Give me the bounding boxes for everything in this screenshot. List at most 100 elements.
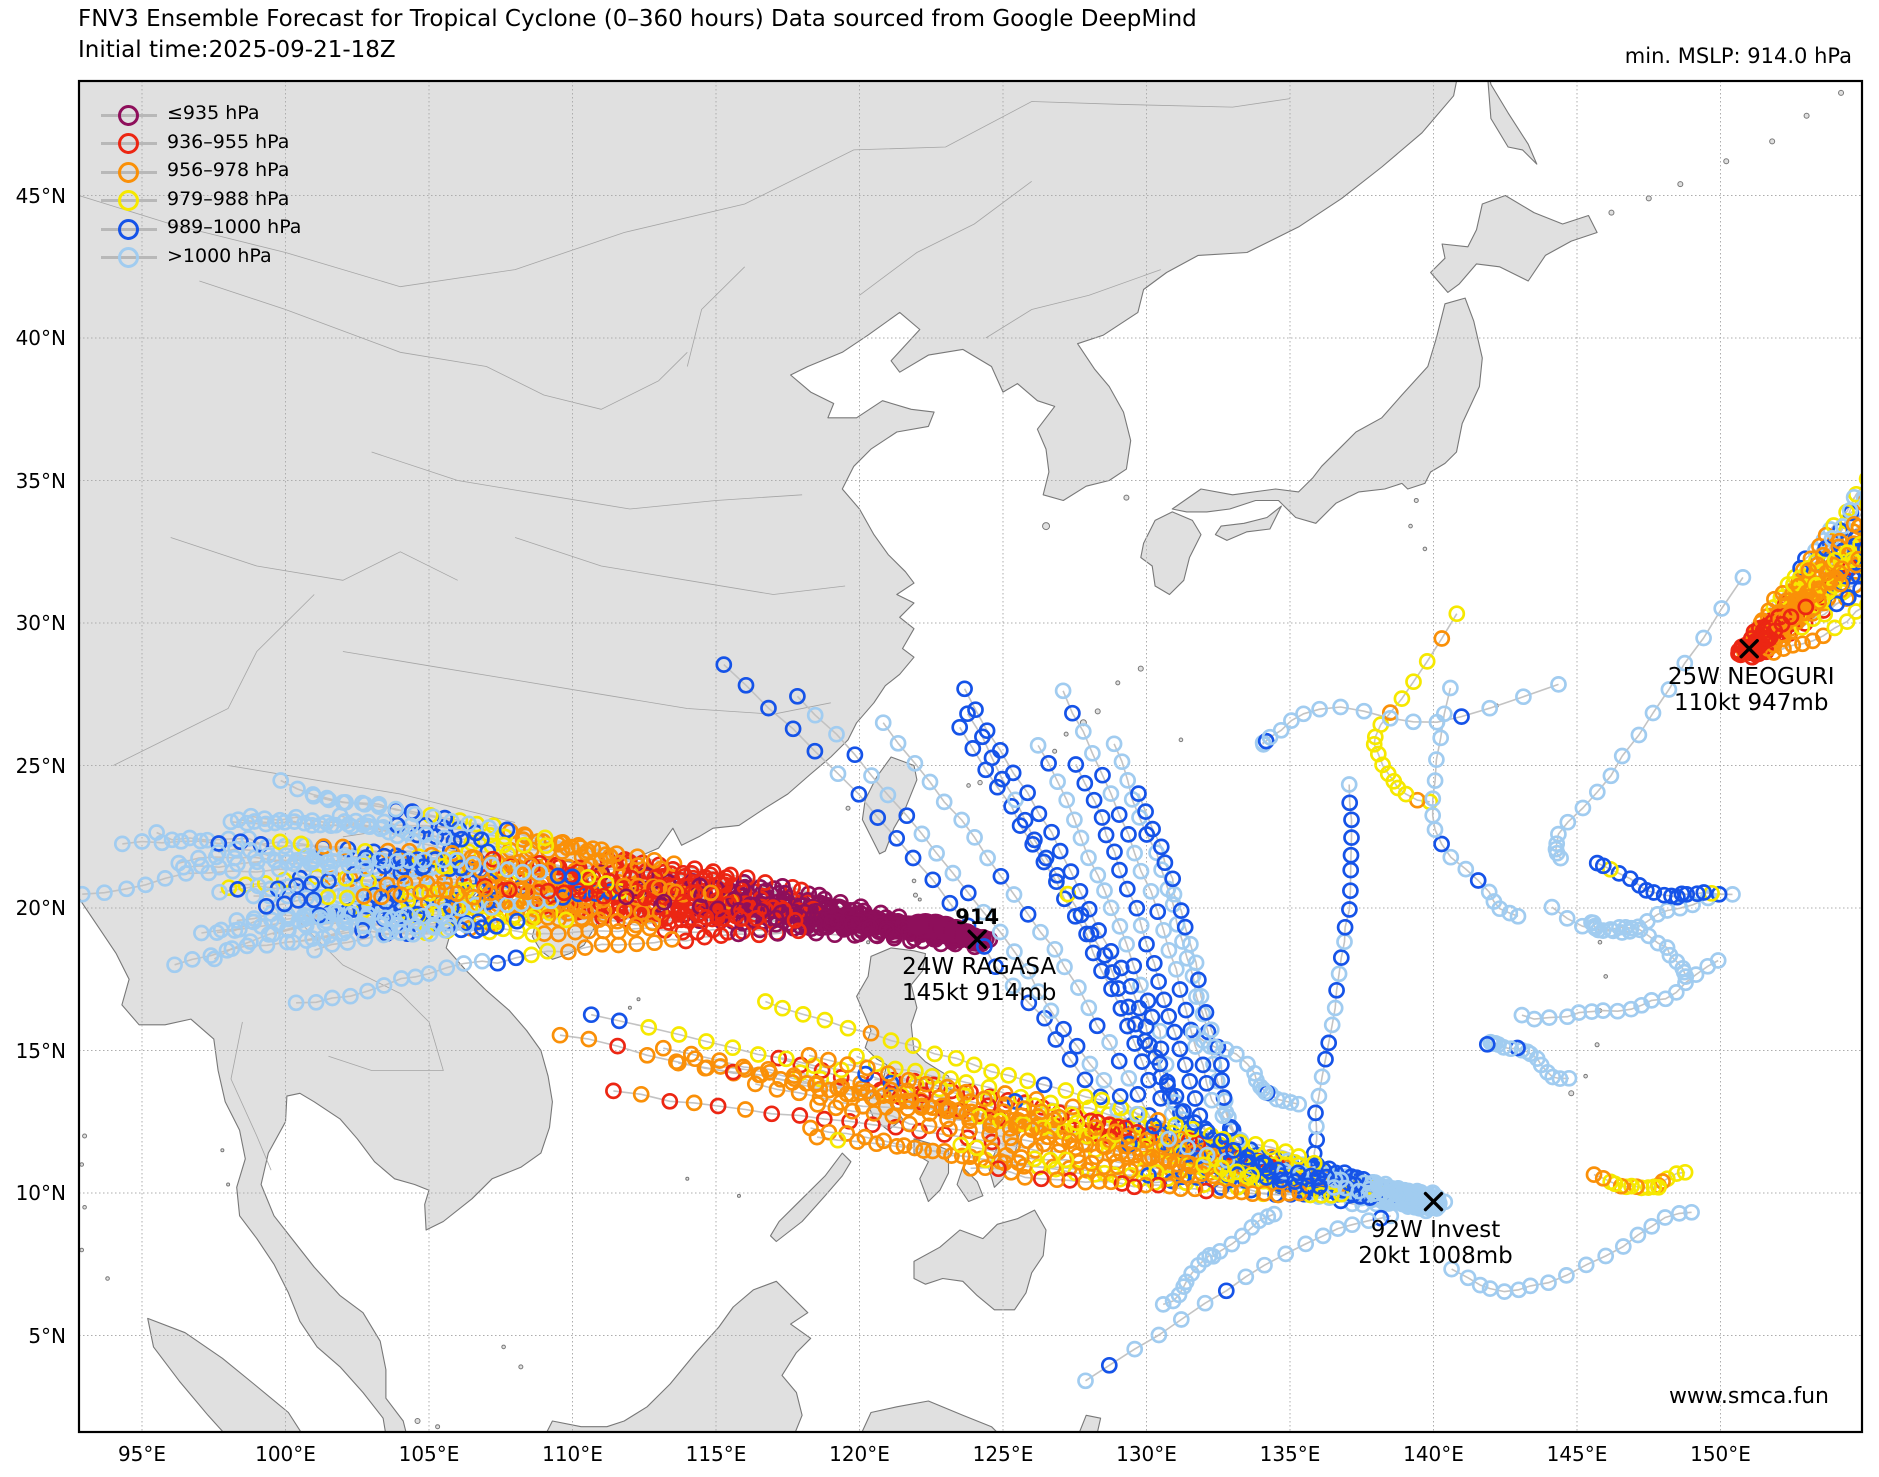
ensemble-point xyxy=(1247,1135,1264,1153)
ensemble-point xyxy=(1515,688,1532,706)
ensemble-point xyxy=(1141,1036,1158,1054)
admin-border-line xyxy=(514,537,846,595)
ensemble-point xyxy=(1559,813,1577,831)
ensemble-point xyxy=(1457,860,1475,878)
ensemble-point xyxy=(1850,518,1862,536)
ensemble-point xyxy=(260,926,278,943)
ensemble-point xyxy=(1381,709,1399,727)
ensemble-point xyxy=(1019,906,1037,923)
ensemble-point xyxy=(1102,785,1120,802)
ensemble-point xyxy=(832,1094,850,1111)
ensemble-point xyxy=(361,818,379,836)
ensemble-point xyxy=(1020,994,1038,1012)
coastline-polygon xyxy=(1078,1414,1102,1432)
ensemble-point xyxy=(1239,1149,1256,1166)
ensemble-point xyxy=(1164,1292,1182,1310)
island-speck xyxy=(627,1005,632,1010)
storm-annotation-line: 20kt 1008mb xyxy=(1358,1242,1513,1269)
ensemble-point xyxy=(1234,1227,1251,1245)
ensemble-point xyxy=(952,1136,970,1154)
ensemble-point xyxy=(1341,794,1359,812)
island-speck xyxy=(1594,1042,1600,1048)
coastline-polygon xyxy=(1171,297,1483,524)
ensemble-point xyxy=(735,1058,752,1076)
ensemble-point xyxy=(947,1049,965,1067)
ensemble-point xyxy=(1100,1356,1118,1374)
ensemble-point xyxy=(1137,803,1154,820)
ensemble-point xyxy=(220,879,238,897)
ensemble-point xyxy=(1480,883,1498,901)
ensemble-point xyxy=(1078,1127,1096,1145)
ensemble-point xyxy=(1442,679,1459,697)
ensemble-point xyxy=(746,1075,764,1093)
ensemble-point xyxy=(359,982,376,1000)
ensemble-point xyxy=(1166,1094,1184,1111)
ensemble-point xyxy=(1190,971,1207,989)
ensemble-point xyxy=(1217,1282,1235,1300)
min-mslp-readout: min. MSLP: 914.0 hPa xyxy=(1624,44,1852,68)
ensemble-point xyxy=(1453,708,1470,725)
ensemble-point xyxy=(1096,882,1113,899)
ensemble-point xyxy=(1839,589,1857,606)
ensemble-point xyxy=(757,882,775,900)
ensemble-point xyxy=(1106,843,1123,861)
ensemble-point xyxy=(498,821,516,839)
ensemble-point xyxy=(1067,756,1085,773)
lat-tick-label: 45°N xyxy=(15,183,66,208)
ensemble-point xyxy=(257,897,275,915)
ensemble-point xyxy=(1277,1143,1295,1160)
ensemble-point xyxy=(1404,713,1422,731)
ensemble-point xyxy=(1393,690,1411,707)
ensemble-point xyxy=(1037,849,1055,867)
ensemble-point xyxy=(848,1048,865,1065)
lon-tick-label: 105°E xyxy=(398,1442,460,1466)
ensemble-point xyxy=(371,851,389,869)
ensemble-point xyxy=(1577,1256,1595,1274)
ensemble-point xyxy=(1080,900,1098,918)
ensemble-point xyxy=(531,863,549,881)
ensemble-point xyxy=(303,875,321,893)
ensemble-point xyxy=(846,927,864,944)
ensemble-point xyxy=(229,855,246,873)
ensemble-point xyxy=(1056,958,1073,976)
legend-ring-icon xyxy=(118,247,139,268)
ensemble-point xyxy=(1118,880,1136,898)
ensemble-point xyxy=(610,936,627,954)
ensemble-point xyxy=(1509,907,1527,925)
island-speck xyxy=(1803,112,1810,119)
ensemble-point xyxy=(326,903,344,921)
lat-tick-label: 30°N xyxy=(15,611,66,635)
ensemble-point xyxy=(1112,1144,1130,1161)
ensemble-point xyxy=(421,884,438,902)
ensemble-point xyxy=(1237,1268,1255,1286)
ensemble-point xyxy=(1233,1183,1250,1201)
ensemble-point xyxy=(895,1137,913,1154)
storm-annotation-line: 92W Invest xyxy=(1370,1216,1501,1243)
ensemble-point xyxy=(1613,924,1631,941)
ensemble-point xyxy=(321,863,339,881)
island-speck xyxy=(1137,665,1144,672)
ensemble-point xyxy=(942,1070,959,1087)
ensemble-point xyxy=(939,1110,956,1128)
ensemble-point xyxy=(1034,1119,1052,1136)
island-speck xyxy=(435,1424,441,1430)
lon-tick-label: 100°E xyxy=(255,1442,316,1466)
ensemble-point xyxy=(1094,766,1111,784)
ensemble-point xyxy=(539,942,556,960)
ensemble-point xyxy=(650,879,668,897)
ensemble-point xyxy=(1814,627,1832,645)
ensemble-point xyxy=(1381,704,1399,721)
ensemble-point xyxy=(1858,472,1862,486)
ensemble-point xyxy=(400,852,418,869)
ensemble-point xyxy=(920,1117,938,1135)
ensemble-point xyxy=(1297,1235,1315,1253)
ensemble-point xyxy=(1790,598,1808,615)
ensemble-point xyxy=(1782,608,1800,626)
ensemble-point xyxy=(248,853,266,871)
ensemble-point xyxy=(133,833,151,850)
ensemble-point xyxy=(175,858,192,876)
lon-tick-label: 120°E xyxy=(829,1442,890,1466)
lon-tick-label: 125°E xyxy=(972,1442,1034,1466)
ensemble-point xyxy=(455,955,473,972)
